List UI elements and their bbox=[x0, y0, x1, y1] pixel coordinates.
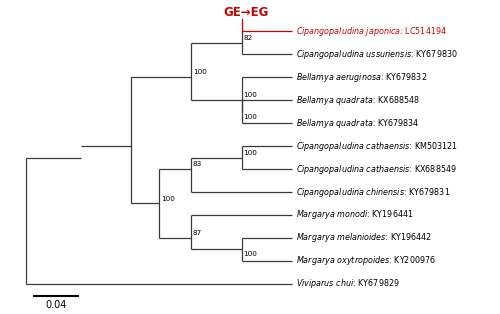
Text: 100: 100 bbox=[244, 114, 257, 120]
Text: 100: 100 bbox=[244, 252, 257, 257]
Text: $\it{Cipangopaludina}$ $\it{cathaensis}$: KX688549: $\it{Cipangopaludina}$ $\it{cathaensis}$… bbox=[296, 163, 456, 176]
Text: $\it{Margarya}$ $\it{monodi}$: KY196441: $\it{Margarya}$ $\it{monodi}$: KY196441 bbox=[296, 208, 414, 221]
Text: 87: 87 bbox=[193, 230, 202, 236]
Text: $\it{Viviparus}$ $\it{chui}$: KY679829: $\it{Viviparus}$ $\it{chui}$: KY679829 bbox=[296, 277, 400, 290]
Text: $\it{Bellamya}$ $\it{aeruginosa}$: KY679832: $\it{Bellamya}$ $\it{aeruginosa}$: KY679… bbox=[296, 71, 427, 84]
Text: $\it{Bellamya}$ $\it{quadrata}$: KY679834: $\it{Bellamya}$ $\it{quadrata}$: KY67983… bbox=[296, 117, 419, 130]
Text: 0.04: 0.04 bbox=[45, 300, 66, 310]
Text: 100: 100 bbox=[244, 92, 257, 98]
Text: $\it{Cipangopaludina}$ $\it{japonica}$: LC514194: $\it{Cipangopaludina}$ $\it{japonica}$: … bbox=[296, 25, 446, 38]
Text: $\it{Cipangopaludina}$ $\it{cathaensis}$: KM503121: $\it{Cipangopaludina}$ $\it{cathaensis}$… bbox=[296, 140, 458, 153]
Text: $\it{Cipangopaludina}$ $\it{ussuriensis}$: KY679830: $\it{Cipangopaludina}$ $\it{ussuriensis}… bbox=[296, 48, 458, 61]
Text: GE→EG: GE→EG bbox=[223, 6, 268, 19]
Text: $\it{Margarya}$ $\it{melanioides}$: KY196442: $\it{Margarya}$ $\it{melanioides}$: KY19… bbox=[296, 231, 432, 244]
Text: 83: 83 bbox=[193, 161, 202, 167]
Text: 100: 100 bbox=[160, 196, 174, 202]
Text: 100: 100 bbox=[193, 69, 206, 75]
Text: 82: 82 bbox=[244, 35, 252, 41]
Text: $\it{Cipangopaludina}$ $\it{chinensis}$: KY679831: $\it{Cipangopaludina}$ $\it{chinensis}$:… bbox=[296, 186, 450, 198]
Text: $\it{Margarya}$ $\it{oxytropoides}$: KY200976: $\it{Margarya}$ $\it{oxytropoides}$: KY2… bbox=[296, 254, 436, 267]
Text: $\it{Bellamya}$ $\it{quadrata}$: KX688548: $\it{Bellamya}$ $\it{quadrata}$: KX68854… bbox=[296, 94, 420, 107]
Text: 100: 100 bbox=[244, 150, 257, 156]
